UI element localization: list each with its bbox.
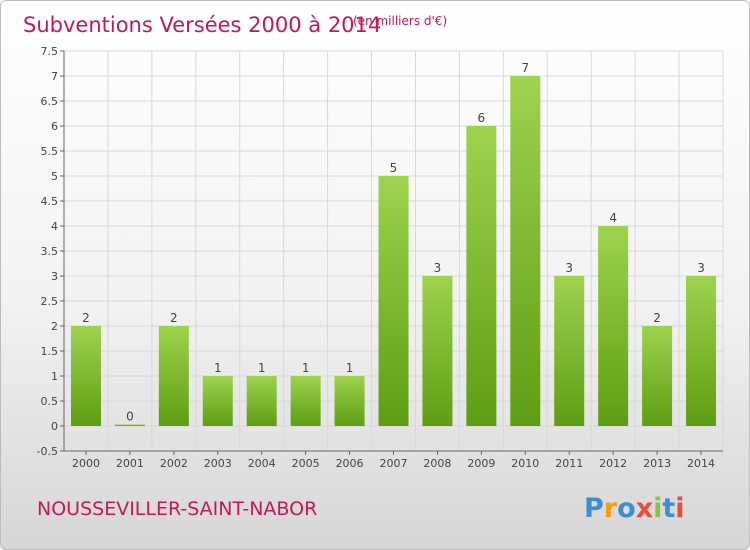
bar-2011	[554, 276, 585, 426]
x-tick-label: 2010	[511, 457, 539, 470]
bar-2001	[114, 424, 145, 426]
y-tick-label: 4.5	[41, 195, 59, 208]
chart-title: Subventions Versées 2000 à 2014	[23, 13, 381, 37]
y-tick-label: 3.5	[41, 245, 59, 258]
y-tick-label: 6.5	[41, 95, 59, 108]
bar-layer: 2 0 2 1 1 1 1 5 3 6 7 3 4 2 3	[70, 61, 717, 426]
y-tick-label: 6	[51, 120, 58, 133]
y-tick-label: 5	[51, 170, 58, 183]
value-label: 1	[258, 361, 266, 375]
value-label: 5	[390, 161, 398, 175]
y-tick-label: 0	[51, 420, 58, 433]
value-label: 0	[126, 410, 134, 424]
x-tick-label: 2002	[160, 457, 188, 470]
y-tick-label: 7.5	[41, 45, 59, 58]
bar-2013	[642, 326, 673, 426]
x-tick-label: 2000	[72, 457, 100, 470]
bar-2007	[378, 176, 409, 426]
bar-2006	[334, 376, 365, 426]
axis-layer: -0.5 0 0.5 1 1.5 2 2.5 3 3.5 4 4.5 5 5.5 6 6.5 7 7.5 2000…	[37, 45, 723, 470]
x-tick-label: 2007	[380, 457, 408, 470]
y-tick-label: 4	[51, 220, 58, 233]
value-label: 3	[697, 261, 705, 275]
bar-2003	[202, 376, 233, 426]
x-tick-label: 2005	[292, 457, 320, 470]
y-tick-label: -0.5	[37, 445, 58, 458]
commune-name: NOUSSEVILLER-SAINT-NABOR	[37, 498, 317, 520]
x-tick-label: 2006	[336, 457, 364, 470]
y-tick-label: 2.5	[41, 295, 59, 308]
x-tick-label: 2012	[599, 457, 627, 470]
bar-2010	[510, 76, 541, 426]
y-tick-label: 2	[51, 320, 58, 333]
x-tick-label: 2001	[116, 457, 144, 470]
value-label: 4	[609, 211, 617, 225]
value-label: 2	[170, 311, 178, 325]
bar-2012	[598, 226, 629, 426]
bar-2002	[158, 326, 189, 426]
value-label: 3	[565, 261, 573, 275]
logo-text: Proxiti	[584, 493, 685, 524]
x-tick-label: 2003	[204, 457, 232, 470]
x-tick-label: 2014	[687, 457, 715, 470]
x-tick-label: 2011	[555, 457, 583, 470]
y-tick-label: 1	[51, 370, 58, 383]
x-tick-label: 2004	[248, 457, 276, 470]
value-label: 1	[302, 361, 310, 375]
bar-2005	[290, 376, 321, 426]
y-tick-label: 1.5	[41, 345, 59, 358]
value-label: 2	[653, 311, 661, 325]
x-tick-label: 2013	[643, 457, 671, 470]
value-label: 3	[434, 261, 442, 275]
value-label: 1	[214, 361, 222, 375]
value-label: 7	[521, 61, 529, 75]
y-tick-label: 0.5	[41, 395, 59, 408]
y-tick-label: 3	[51, 270, 58, 283]
x-tick-label: 2008	[423, 457, 451, 470]
y-tick-label: 5.5	[41, 145, 59, 158]
bar-2014	[686, 276, 717, 426]
bar-2004	[246, 376, 277, 426]
bar-2009	[466, 126, 497, 426]
bar-2008	[422, 276, 453, 426]
value-label: 1	[346, 361, 354, 375]
y-tick-label: 7	[51, 70, 58, 83]
bar-2000	[70, 326, 101, 426]
chart-subtitle: (en milliers d'€)	[353, 14, 447, 28]
value-label: 2	[82, 311, 90, 325]
x-tick-label: 2009	[467, 457, 495, 470]
value-label: 6	[478, 111, 486, 125]
proxiti-logo: Proxiti	[584, 493, 685, 524]
